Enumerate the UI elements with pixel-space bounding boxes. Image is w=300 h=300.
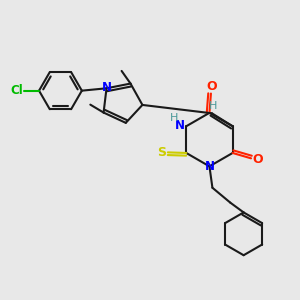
Text: O: O xyxy=(206,80,217,94)
Text: H: H xyxy=(169,113,178,123)
Text: S: S xyxy=(157,146,166,159)
Text: H: H xyxy=(209,100,218,111)
Text: N: N xyxy=(175,119,185,132)
Text: N: N xyxy=(205,160,215,173)
Text: N: N xyxy=(101,81,112,94)
Text: O: O xyxy=(252,153,263,166)
Text: Cl: Cl xyxy=(10,84,23,97)
